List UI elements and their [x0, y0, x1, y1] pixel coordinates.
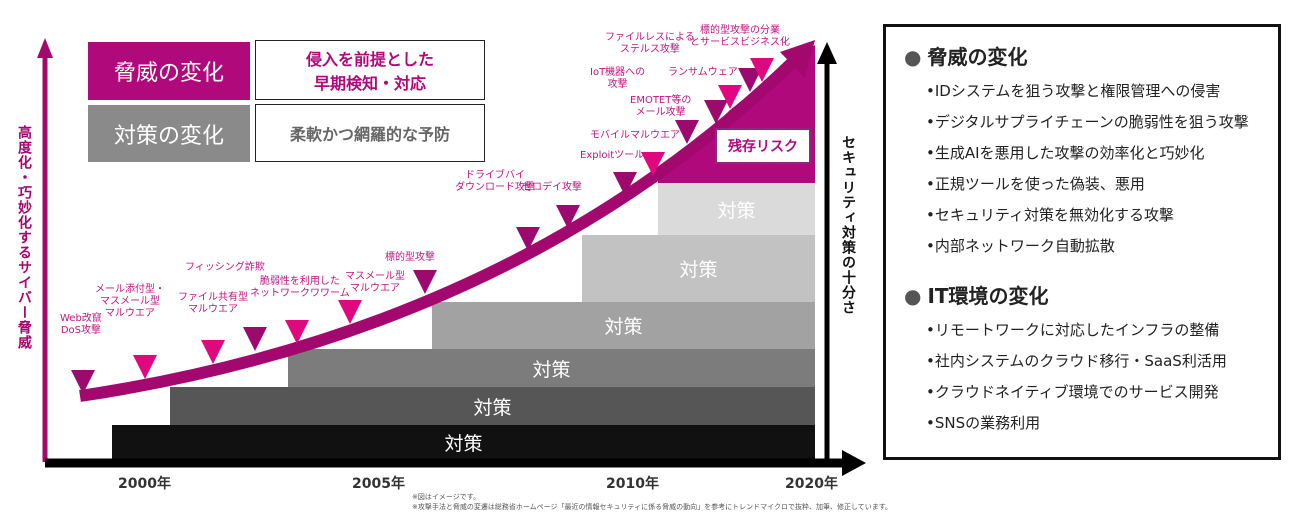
- event-label-line: メール添付型・: [95, 284, 165, 295]
- event-label-line: ファイル共有型: [178, 292, 248, 303]
- measure-bar-3: 対策: [288, 349, 815, 387]
- right-axis-label: セキュリティ対策の十分さ: [840, 135, 856, 315]
- event-marker: [516, 227, 540, 251]
- event-label: モバイルマルウエア: [590, 130, 680, 142]
- panel-item: •生成AIを悪用した攻撃の効率化と巧妙化: [926, 144, 1205, 162]
- bullet-icon: ●: [904, 284, 922, 308]
- event-label-line: マルウエア: [350, 283, 400, 294]
- event-label-line: ネットワークワワーム: [250, 288, 350, 299]
- event-marker: [718, 85, 742, 109]
- event-label-line: マルウエア: [188, 304, 238, 315]
- threat-desc-line1: 侵入を前提とした: [305, 50, 434, 69]
- panel-item: •リモートワークに対応したインフラの整備: [926, 321, 1220, 339]
- event-label: 標的型攻撃: [385, 252, 435, 264]
- panel-item: •SNSの業務利用: [926, 414, 1041, 432]
- event-label-line: EMOTET等の: [630, 95, 692, 106]
- event-marker: [338, 300, 362, 324]
- event-label-line: メール攻撃: [635, 107, 686, 118]
- legend-threat-desc: 侵入を前提とした 早期検知・対応: [255, 40, 485, 100]
- event-label-line: Web改竄: [60, 313, 102, 324]
- note-2: ※攻撃手法と脅威の変遷は総務省ホームページ「最近の情報セキュリティに係る脅威の動…: [412, 503, 893, 511]
- event-marker: [71, 370, 95, 394]
- event-label-line: マルウエア: [105, 308, 155, 319]
- event-label-line: 標的型攻撃の分業: [700, 25, 780, 36]
- event-label: ランサムウェア: [668, 67, 738, 79]
- panel-item: •クラウドネイティブ環境でのサービス開発: [926, 383, 1219, 401]
- panel-item: •社内システムのクラウド移行・SaaS利活用: [926, 352, 1227, 370]
- event-marker: [556, 205, 580, 229]
- panel-item: •IDシステムを狙う攻撃と権限管理への侵害: [926, 82, 1221, 100]
- panel-item: •内部ネットワーク自動拡散: [926, 237, 1115, 255]
- panel-it-heading: ● IT環境の変化: [904, 280, 1260, 309]
- event-label-line: ドライブバイ: [465, 170, 525, 181]
- event-label: ゼロデイ攻撃: [522, 182, 582, 194]
- event-label-line: ダウンロード攻撃: [455, 182, 535, 193]
- y-axis-label: 高度化・巧妙化するサイバー脅威: [16, 125, 32, 350]
- year-2005: 2005年: [352, 476, 405, 492]
- changes-panel: ● 脅威の変化 •IDシステムを狙う攻撃と権限管理への侵害 •デジタルサプライチェー…: [883, 24, 1281, 460]
- event-label-line: Exploitツール: [580, 150, 645, 161]
- event-marker: [704, 100, 728, 124]
- event-marker: [675, 120, 699, 144]
- event-marker: [750, 58, 774, 82]
- event-marker: [641, 152, 665, 176]
- event-label-line: モバイルマルウエア: [590, 130, 680, 141]
- note-1: ※図はイメージです。: [412, 493, 481, 501]
- event-label: マスメール型 マルウエア: [345, 271, 405, 295]
- event-label: ファイルレスによる ステルス攻撃: [605, 32, 695, 56]
- panel-threat-heading: ● 脅威の変化: [904, 41, 1260, 70]
- measure-bar-6: 対策: [658, 183, 815, 235]
- event-label: フィッシング詐欺: [185, 262, 265, 274]
- event-label-line: DoS攻撃: [60, 325, 101, 336]
- event-label-line: ランサムウェア: [668, 67, 738, 78]
- event-label: 脆弱性を利用した ネットワークワワーム: [250, 276, 350, 300]
- panel-item: •正規ツールを使った偽装、悪用: [926, 175, 1145, 193]
- event-label-line: マスメール型: [345, 271, 405, 282]
- measure-bar-2: 対策: [170, 387, 815, 425]
- event-label-line: 脆弱性を利用した: [259, 276, 340, 287]
- event-marker: [413, 270, 437, 294]
- event-label-line: マスメール型: [100, 296, 160, 307]
- event-label: EMOTET等の メール攻撃: [630, 95, 691, 119]
- event-label: メール添付型・ マスメール型 マルウエア: [95, 284, 165, 320]
- event-marker: [201, 340, 225, 364]
- panel-it-title: IT環境の変化: [927, 284, 1049, 308]
- year-2010: 2010年: [606, 476, 659, 492]
- event-label-line: ゼロデイ攻撃: [522, 182, 582, 193]
- panel-threat-title: 脅威の変化: [927, 45, 1028, 69]
- year-2020: 2020年: [785, 476, 838, 492]
- event-label-line: ファイルレスによる: [605, 32, 695, 43]
- threat-desc-line2: 早期検知・対応: [313, 74, 426, 93]
- event-label: Web改竄 DoS攻撃: [60, 313, 102, 337]
- panel-item: •セキュリティ対策を無効化する攻撃: [926, 206, 1174, 224]
- legend-threat-label: 脅威の変化: [88, 42, 250, 100]
- event-label-line: フィッシング詐欺: [185, 262, 265, 273]
- event-label: ドライブバイ ダウンロード攻撃: [455, 170, 535, 194]
- measure-bar-4: 対策: [432, 302, 815, 349]
- event-marker: [133, 355, 157, 379]
- event-marker: [613, 172, 637, 196]
- event-label: IoT機器への 攻撃: [590, 67, 645, 91]
- event-marker: [738, 68, 762, 92]
- event-label-line: IoT機器への: [590, 67, 646, 78]
- event-label-line: とサービスビジネス化: [690, 37, 790, 48]
- bullet-icon: ●: [904, 45, 922, 69]
- threat-curve-arrowhead: [780, 40, 815, 78]
- event-label: ファイル共有型 マルウエア: [178, 292, 248, 316]
- residual-risk-label: 残存リスク: [715, 128, 811, 164]
- measure-bar-1: 対策: [112, 425, 815, 460]
- measure-bar-5: 対策: [582, 235, 815, 302]
- event-marker: [285, 320, 309, 344]
- event-label: Exploitツール: [580, 150, 644, 162]
- legend-measure-label: 対策の変化: [88, 105, 250, 162]
- year-2000: 2000年: [118, 476, 171, 492]
- event-label: 標的型攻撃の分業 とサービスビジネス化: [690, 25, 790, 49]
- event-label-line: ステルス攻撃: [619, 44, 680, 55]
- legend-measure-desc: 柔軟かつ網羅的な予防: [255, 104, 485, 162]
- event-label-line: 標的型攻撃: [385, 252, 435, 263]
- event-label-line: 攻撃: [607, 79, 628, 90]
- panel-item: •デジタルサプライチェーンの脆弱性を狙う攻撃: [926, 113, 1249, 131]
- event-marker: [243, 327, 267, 351]
